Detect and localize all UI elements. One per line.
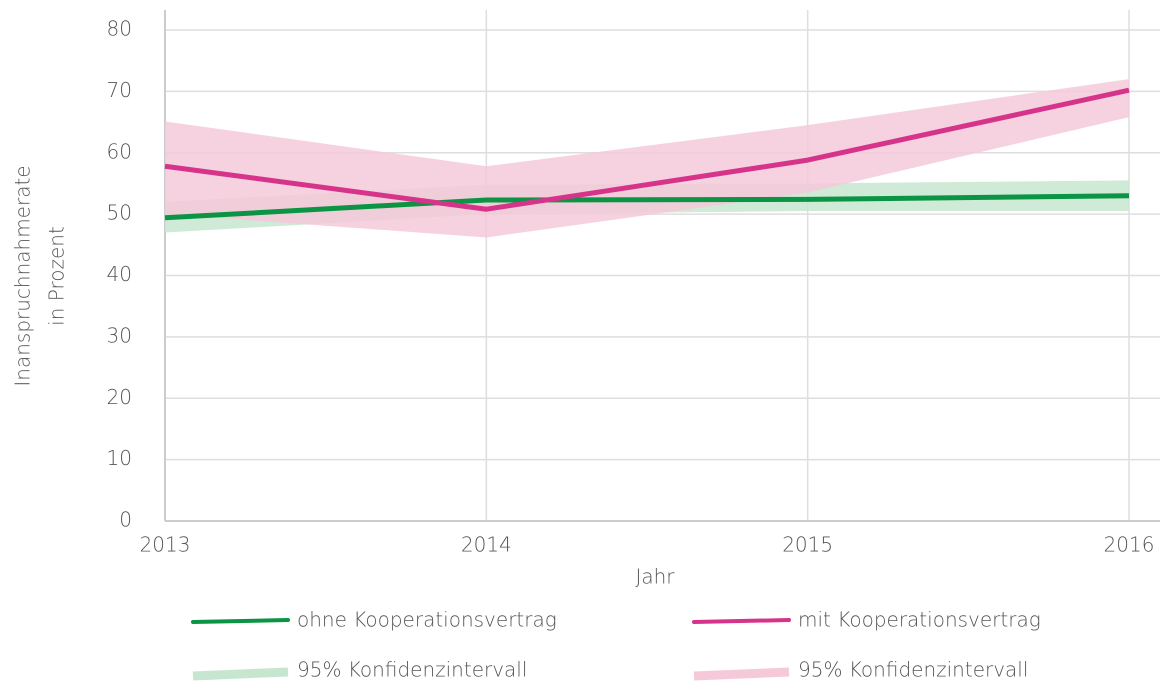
legend-label: 95% Konfidenzintervall xyxy=(798,658,1028,682)
y-axis-label: Inanspruchnahmerate xyxy=(11,165,35,386)
y-tick-label: 80 xyxy=(107,17,132,41)
y-tick-label: 60 xyxy=(107,139,132,163)
legend-swatch xyxy=(693,667,790,681)
x-tick-label: 2013 xyxy=(140,533,191,557)
legend-swatch xyxy=(191,618,290,624)
line xyxy=(164,87,1130,212)
y-tick-label: 30 xyxy=(107,323,132,347)
y-tick-label: 70 xyxy=(107,78,132,102)
x-tick-label: 2014 xyxy=(461,533,512,557)
y-tick-label: 50 xyxy=(107,201,132,225)
line xyxy=(164,193,1130,221)
legend-label: mit Kooperationsvertrag xyxy=(798,608,1041,632)
legend-label: ohne Kooperationsvertrag xyxy=(297,608,557,632)
legend-swatch xyxy=(192,667,289,681)
x-tick-label: 2016 xyxy=(1104,533,1155,557)
x-tick-label: 2015 xyxy=(782,533,833,557)
y-tick-label: 0 xyxy=(119,508,132,532)
y-tick-label: 40 xyxy=(107,262,132,286)
legend-swatch xyxy=(692,618,791,624)
legend-label: 95% Konfidenzintervall xyxy=(297,658,527,682)
y-tick-label: 10 xyxy=(107,446,132,470)
y-tick-label: 20 xyxy=(107,385,132,409)
y-axis-label: in Prozent xyxy=(45,226,69,326)
x-axis-label: Jahr xyxy=(635,565,675,589)
